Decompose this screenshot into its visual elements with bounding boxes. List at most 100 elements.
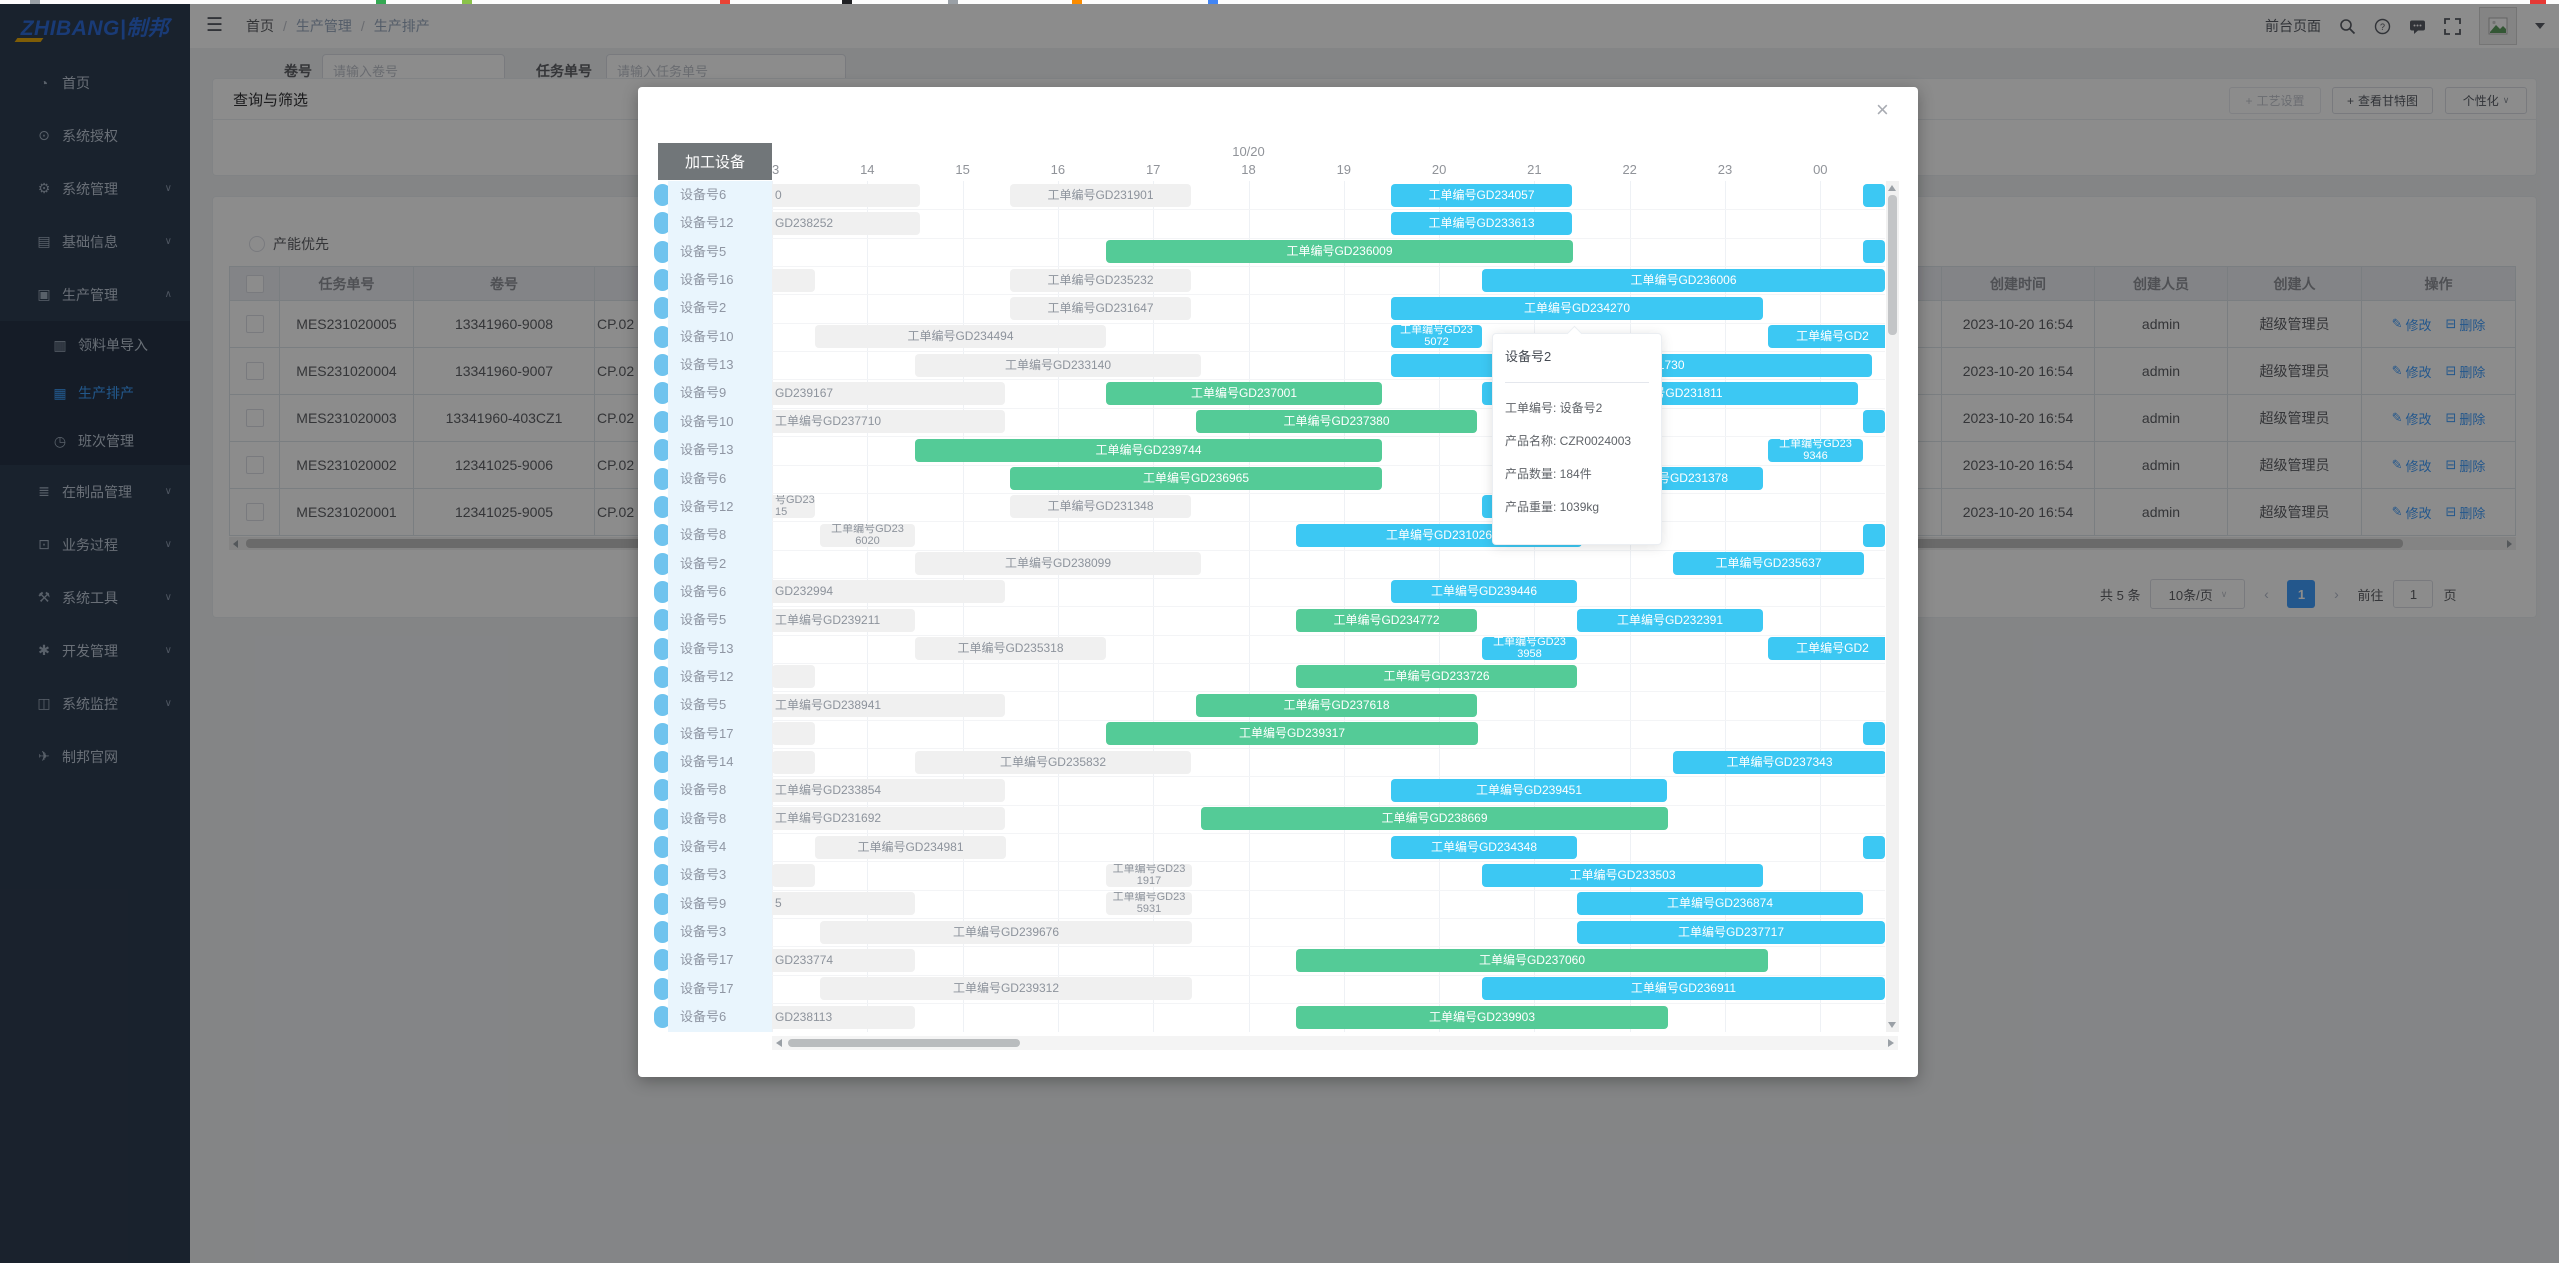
search-icon[interactable] [2339,18,2356,35]
gantt-bar[interactable] [1863,184,1885,207]
gantt-bar[interactable]: 工单编号GD236006 [1482,269,1885,292]
sidebar-item-production[interactable]: ▣ 生产管理 ∧ [0,268,190,321]
help-icon[interactable]: ? [2374,18,2391,35]
gantt-bar[interactable]: 工单编号GD23 6020 [820,524,915,547]
gantt-bar[interactable]: 工单编号GD237343 [1673,751,1885,774]
view-gantt-button[interactable]: + 查看甘特图 [2332,87,2433,114]
row-checkbox[interactable] [245,456,264,474]
menu-collapse-icon[interactable]: ☰ [206,15,224,36]
capacity-priority-radio[interactable]: 产能优先 [249,234,329,254]
sidebar-item-home[interactable]: ◔ 首页 [0,56,190,109]
sidebar-item-auth[interactable]: ⊙ 系统授权 [0,109,190,162]
user-caret-icon[interactable] [2535,23,2545,29]
gantt-bar[interactable]: 工单编号GD238941 [772,694,1005,717]
gantt-bar[interactable]: 工单编号GD231692 [772,807,1005,830]
gantt-bar[interactable] [772,722,815,745]
gantt-bar[interactable]: 0 [772,184,920,207]
sidebar-item-shift[interactable]: ◷ 班次管理 [0,417,190,465]
gantt-bar[interactable]: GD238113 [772,1006,915,1029]
gantt-bar[interactable]: 工单编号GD237710 [772,410,1005,433]
gantt-bar[interactable] [772,751,815,774]
delete-link[interactable]: ⊟ 删除 [2445,504,2486,521]
delete-link[interactable]: ⊟ 删除 [2445,410,2486,427]
gantt-bar[interactable]: 工单编号GD23 1917 [1106,864,1192,887]
sidebar-item-base-info[interactable]: ▤ 基础信息 ∨ [0,215,190,268]
edit-link[interactable]: ✎ 修改 [2391,410,2432,427]
gantt-bar[interactable]: GD233774 [772,949,915,972]
delete-link[interactable]: ⊟ 删除 [2445,363,2486,380]
sidebar-item-material-import[interactable]: ▥ 领料单导入 [0,321,190,369]
sidebar-item-wip[interactable]: ≣ 在制品管理 ∨ [0,465,190,518]
sidebar-item-dev[interactable]: ✱ 开发管理 ∨ [0,624,190,677]
gantt-bar[interactable]: 工单编号GD239211 [772,609,915,632]
gantt-bar[interactable]: GD239167 [772,382,1005,405]
gantt-bar[interactable]: 工单编号GD239317 [1106,722,1478,745]
edit-link[interactable]: ✎ 修改 [2391,504,2432,521]
sidebar-item-tools[interactable]: ⚒ 系统工具 ∨ [0,571,190,624]
gantt-bar[interactable]: 工单编号GD234981 [815,836,1006,859]
gantt-bar[interactable]: 工单编号GD234270 [1391,297,1763,320]
gantt-bar[interactable]: 工单编号GD236965 [1010,467,1382,490]
gantt-bar[interactable]: 工单编号GD2 [1768,325,1885,348]
gantt-bar[interactable]: 工单编号GD239676 [820,921,1192,944]
message-icon[interactable] [2409,18,2426,35]
gantt-h-scrollbar[interactable] [772,1036,1898,1050]
sidebar-item-website[interactable]: ✈ 制邦官网 [0,730,190,783]
gantt-bar[interactable]: 工单编号GD234494 [815,325,1106,348]
gantt-bar[interactable]: 工单编号GD23 5072 [1391,325,1482,348]
gantt-bar[interactable]: 工单编号GD235318 [915,637,1106,660]
row-checkbox[interactable] [245,503,264,521]
prev-page-button[interactable]: ‹ [2264,586,2269,602]
gantt-bar[interactable]: 工单编号GD233613 [1391,212,1572,235]
gantt-bar[interactable]: 工单编号GD231348 [1010,495,1191,518]
process-settings-button[interactable]: + 工艺设置 [2229,87,2321,114]
edit-link[interactable]: ✎ 修改 [2391,457,2432,474]
gantt-v-scroll-thumb[interactable] [1888,195,1897,335]
gantt-bar[interactable]: 工单编号GD239312 [820,977,1192,1000]
gantt-bar[interactable]: 工单编号GD239451 [1391,779,1667,802]
gantt-bar[interactable] [1863,836,1885,859]
sidebar-item-monitor[interactable]: ◫ 系统监控 ∨ [0,677,190,730]
row-checkbox[interactable] [245,362,264,380]
gantt-bar[interactable]: 工单编号GD235232 [1010,269,1191,292]
sidebar-item-system[interactable]: ⚙ 系统管理 ∨ [0,162,190,215]
gantt-bar[interactable]: 工单编号GD237717 [1577,921,1885,944]
gantt-bar[interactable] [772,269,815,292]
breadcrumb-item[interactable]: 首页 [246,18,274,34]
gantt-bar[interactable]: 工单编号GD237380 [1196,410,1477,433]
page-size-select[interactable]: 10条/页 ∨ [2150,579,2246,609]
gantt-bar[interactable]: 工单编号GD239903 [1296,1006,1668,1029]
gantt-bar[interactable]: 工单编号GD233503 [1482,864,1763,887]
edit-link[interactable]: ✎ 修改 [2391,316,2432,333]
personalize-button[interactable]: 个性化 ∨ [2445,87,2527,114]
gantt-bar[interactable]: GD238252 [772,212,920,235]
scroll-up-icon[interactable] [1888,185,1896,191]
gantt-bar[interactable]: 工单编号GD239744 [915,439,1382,462]
delete-link[interactable]: ⊟ 删除 [2445,316,2486,333]
row-checkbox[interactable] [245,315,264,333]
fullscreen-icon[interactable] [2444,17,2461,35]
gantt-bar[interactable]: 工单编号GD232391 [1577,609,1763,632]
gantt-bar[interactable]: 工单编号GD237001 [1106,382,1382,405]
page-number-active[interactable]: 1 [2287,580,2316,608]
gantt-bar[interactable]: 号GD23 15 [772,495,815,518]
scroll-left-icon[interactable] [233,540,238,548]
gantt-bar[interactable]: 工单编号GD235832 [915,751,1191,774]
delete-link[interactable]: ⊟ 删除 [2445,457,2486,474]
gantt-bar[interactable]: 工单编号GD235637 [1673,552,1864,575]
gantt-bar[interactable]: 工单编号GD239446 [1391,580,1577,603]
gantt-bar[interactable] [1863,410,1885,433]
edit-link[interactable]: ✎ 修改 [2391,363,2432,380]
gantt-bar[interactable]: 工单编号GD236009 [1106,240,1573,263]
select-all-checkbox[interactable] [245,274,264,293]
row-checkbox[interactable] [245,409,264,427]
scroll-right-icon[interactable] [2507,540,2512,548]
scroll-right-icon[interactable] [1888,1039,1894,1047]
gantt-bar[interactable]: 工单编号GD23 5931 [1106,892,1192,915]
close-icon[interactable]: × [1876,97,1889,122]
gantt-bar[interactable]: 工单编号GD233140 [915,354,1201,377]
gantt-bar[interactable] [772,665,815,688]
next-page-button[interactable]: › [2334,586,2339,602]
breadcrumb-item[interactable]: 生产管理 [295,18,352,34]
gantt-bar[interactable]: 工单编号GD238099 [915,552,1201,575]
